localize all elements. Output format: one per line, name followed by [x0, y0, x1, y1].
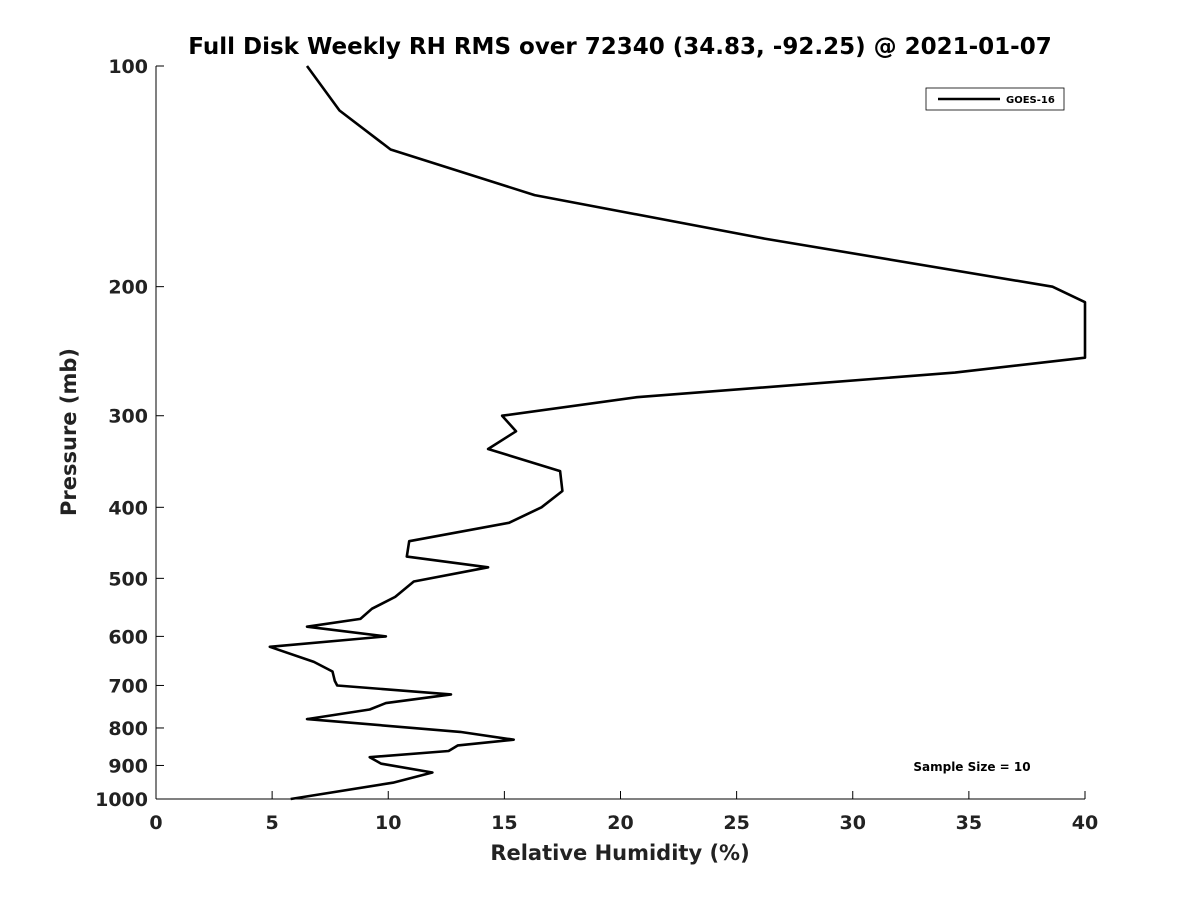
x-tick-label: 25: [723, 812, 749, 834]
y-tick-label: 500: [108, 568, 148, 590]
y-tick-label: 100: [108, 56, 148, 78]
legend: GOES-16: [925, 87, 1065, 111]
x-tick-label: 35: [956, 812, 982, 834]
y-tick-label: 800: [108, 718, 148, 740]
x-axis-ticks: 0 5 10 15 20 25 30 35 40: [149, 791, 1098, 834]
x-tick-label: 0: [149, 812, 162, 834]
legend-label: GOES-16: [1006, 95, 1055, 106]
y-tick-label: 900: [108, 755, 148, 777]
x-tick-label: 10: [375, 812, 401, 834]
y-tick-label: 200: [108, 277, 148, 299]
y-axis-label: Pressure (mb): [57, 348, 81, 516]
y-tick-label: 400: [108, 497, 148, 519]
y-tick-label: 1000: [95, 789, 148, 811]
x-tick-label: 40: [1072, 812, 1098, 834]
y-tick-label: 300: [108, 406, 148, 428]
chart-title: Full Disk Weekly RH RMS over 72340 (34.8…: [188, 34, 1051, 60]
y-tick-label: 700: [108, 675, 148, 697]
x-axis-label: Relative Humidity (%): [490, 841, 749, 865]
x-tick-label: 30: [840, 812, 866, 834]
x-tick-label: 5: [266, 812, 279, 834]
x-tick-label: 20: [607, 812, 633, 834]
series-line-goes-16: [268, 65, 1087, 801]
sample-size-annotation: Sample Size = 10: [913, 760, 1030, 774]
y-tick-label: 600: [108, 626, 148, 648]
y-axis-ticks: 100 200 300 400 500 600 700 800 900 1000: [95, 56, 164, 811]
x-tick-label: 15: [491, 812, 517, 834]
